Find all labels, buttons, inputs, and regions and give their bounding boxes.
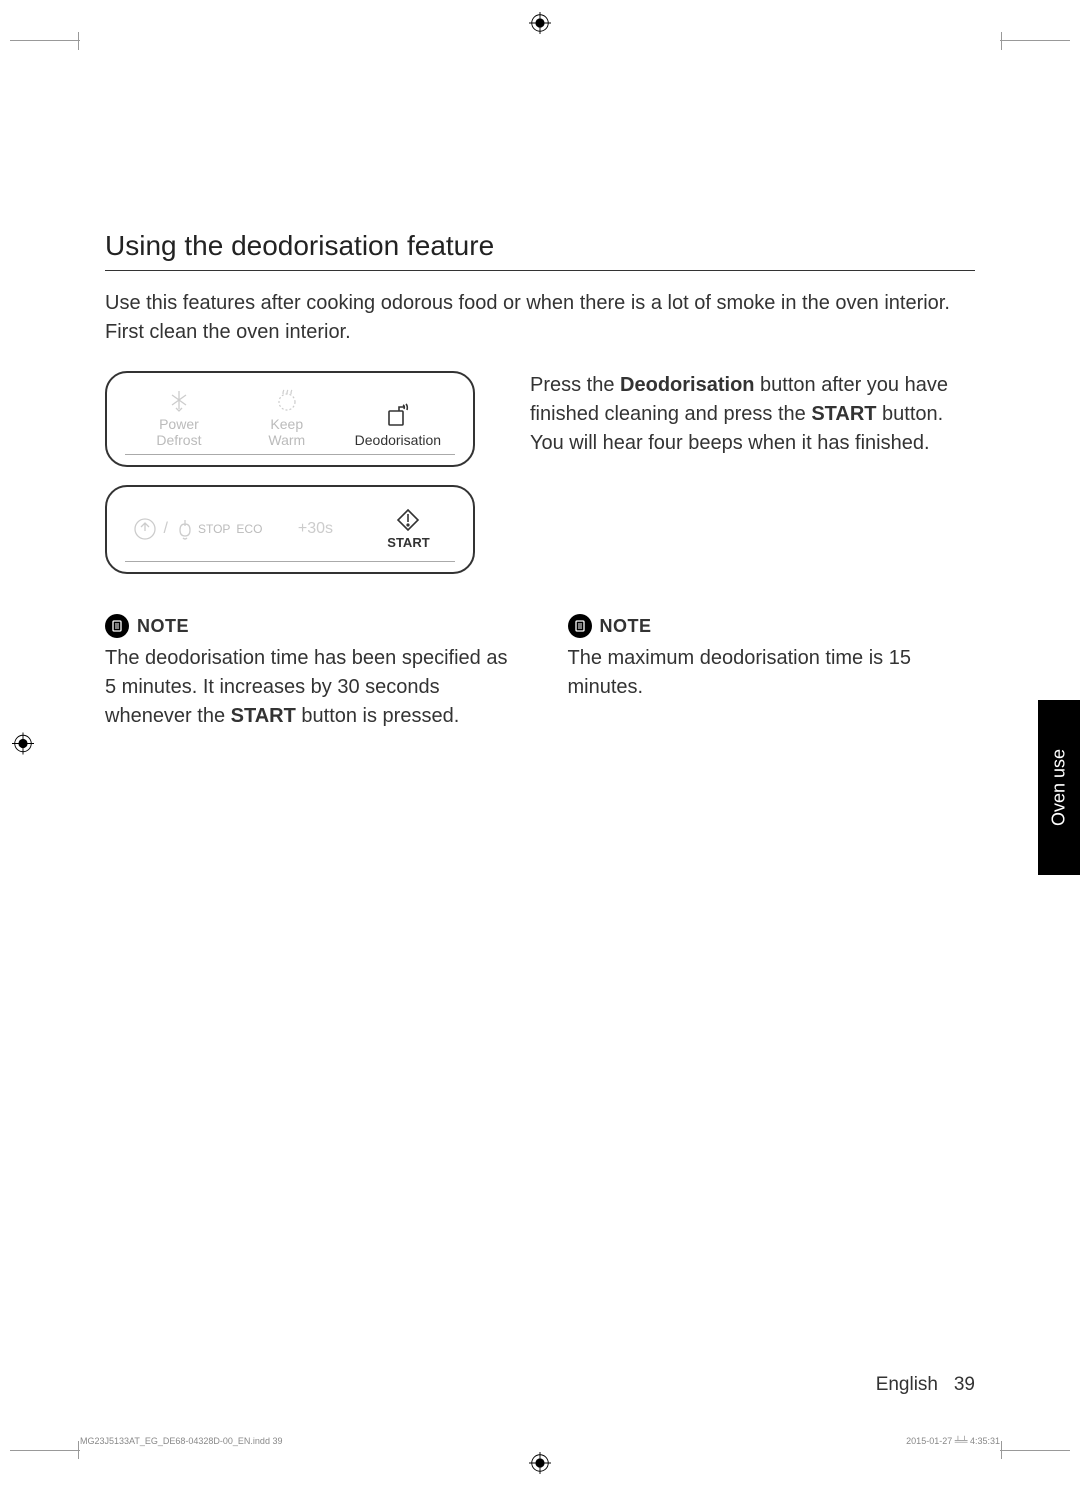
- note-header-right: NOTE: [568, 614, 976, 638]
- page-footer: English 39: [876, 1374, 975, 1396]
- crop-mark-tl: [10, 40, 80, 60]
- control-panel-start: / STOP ECO +30s: [105, 485, 475, 574]
- deodorisation-label: Deodorisation: [355, 432, 441, 448]
- note-text-right: The maximum deodorisation time is 15 min…: [568, 644, 976, 702]
- defrost-label: Defrost: [156, 432, 201, 448]
- start-button: START: [368, 507, 448, 551]
- registration-mark-left: [12, 732, 34, 759]
- start-label: START: [387, 536, 429, 551]
- crop-mark-tr: [1000, 40, 1070, 60]
- note-label: NOTE: [600, 616, 652, 637]
- instruction-paragraph: Press the Deodorisation button after you…: [530, 371, 975, 458]
- eco-label: ECO: [236, 522, 262, 536]
- print-filename: MG23J5133AT_EG_DE68-04328D-00_EN.indd 39: [80, 1436, 282, 1446]
- print-timestamp: 2015-01-27 ╧╧ 4:35:31: [906, 1436, 1000, 1446]
- footer-page-number: 39: [954, 1374, 975, 1395]
- crop-mark-bl: [10, 1431, 80, 1451]
- note-icon: [105, 614, 129, 638]
- note-icon: [568, 614, 592, 638]
- control-panel-functions: Power Defrost Keep Warm De: [105, 371, 475, 467]
- note-header-left: NOTE: [105, 614, 513, 638]
- crop-mark-br: [1000, 1431, 1070, 1451]
- keep-warm-button: Keep Warm: [247, 387, 327, 448]
- note-label: NOTE: [137, 616, 189, 637]
- stop-icon: [132, 516, 158, 542]
- eco-icon: [174, 516, 196, 542]
- footer-language: English: [876, 1374, 938, 1395]
- plus-30s-label: +30s: [298, 520, 333, 538]
- power-defrost-icon: [167, 387, 191, 413]
- page-title: Using the deodorisation feature: [105, 230, 975, 271]
- warm-label: Warm: [268, 432, 305, 448]
- keep-warm-icon: [275, 387, 299, 413]
- section-tab: Oven use: [1038, 700, 1080, 875]
- note-text-left: The deodorisation time has been specifie…: [105, 644, 513, 731]
- plus-30s-button: +30s: [275, 520, 355, 538]
- registration-mark-bottom: [529, 1452, 551, 1479]
- registration-mark-top: [529, 12, 551, 39]
- power-defrost-button: Power Defrost: [139, 387, 219, 448]
- stop-eco-button: / STOP ECO: [132, 516, 263, 542]
- stop-label: STOP: [198, 522, 230, 536]
- keep-label: Keep: [270, 416, 303, 432]
- deodorisation-icon: [385, 403, 411, 429]
- intro-paragraph: Use this features after cooking odorous …: [105, 289, 975, 347]
- deodorisation-button: Deodorisation: [355, 403, 441, 448]
- power-label: Power: [159, 416, 199, 432]
- start-icon: [396, 507, 420, 533]
